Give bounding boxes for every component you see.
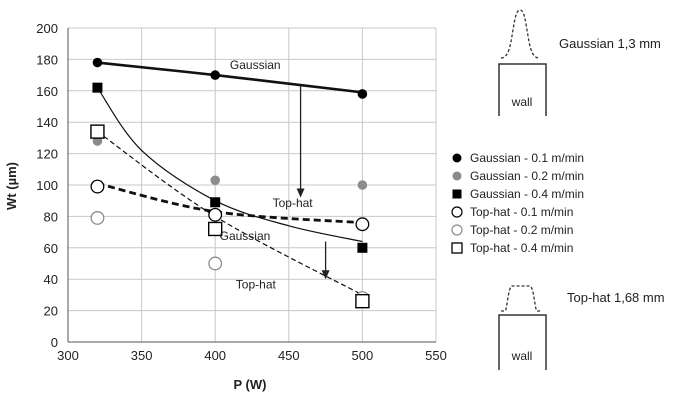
annotation-label: Top-hat (236, 278, 277, 292)
legend-item: Top-hat - 0.2 m/min (450, 221, 584, 239)
x-tick-label: 400 (204, 348, 226, 363)
point-filled-circle (92, 57, 103, 68)
legend-marker-filled-square (452, 189, 462, 199)
point-filled-square (210, 197, 221, 208)
tophat-wall (498, 314, 547, 370)
arrows (296, 86, 330, 280)
tophat-beam-curve (501, 285, 541, 312)
legend-item: Top-hat - 0.4 m/min (450, 239, 584, 257)
gaussian-profile-diagram: wall (498, 9, 547, 116)
y-tick-label: 180 (36, 52, 58, 67)
point-open-circle (355, 217, 370, 232)
y-tick-label: 40 (44, 272, 58, 287)
legend-item: Gaussian - 0.2 m/min (450, 167, 584, 185)
point-filled-circle (357, 180, 368, 190)
legend-marker-filled-circle (452, 153, 462, 163)
gaussian-profile-label: Gaussian 1,3 mm (559, 36, 661, 51)
x-tick-label: 500 (352, 348, 374, 363)
y-tick-label: 160 (36, 84, 58, 99)
point-open-circle (208, 256, 223, 271)
point-filled-circle (357, 89, 368, 99)
annotations: Gaussian Top-hat Gaussian Top-hat (220, 58, 314, 292)
legend-label: Gaussian - 0.4 m/min (470, 187, 585, 201)
gaussian-beam-curve (500, 9, 540, 59)
annotation-arrow-head (296, 188, 305, 198)
x-tick-label: 300 (57, 348, 79, 363)
data-points (90, 57, 370, 309)
y-tick-label: 0 (51, 335, 58, 350)
legend-item: Gaussian - 0.4 m/min (450, 185, 584, 203)
point-filled-square (357, 242, 368, 253)
legend-item: Top-hat - 0.1 m/min (450, 203, 584, 221)
annotation-label: Gaussian (230, 58, 281, 72)
point-open-circle (90, 179, 105, 194)
y-tick-label: 200 (36, 21, 58, 36)
legend-marker-open-circle (451, 224, 463, 236)
point-filled-circle (210, 70, 220, 80)
point-open-square (207, 221, 223, 237)
legend-marker-open-square (451, 242, 463, 254)
legend-marker-filled-circle (452, 171, 462, 181)
legend-label: Top-hat - 0.2 m/min (470, 223, 574, 237)
point-filled-circle (210, 175, 220, 186)
legend-item: Gaussian - 0.1 m/min (450, 149, 584, 167)
y-tick-label: 140 (36, 115, 58, 130)
point-open-square (355, 293, 370, 309)
tophat-profile-diagram: wall (498, 285, 547, 370)
y-tick-label: 60 (44, 241, 58, 256)
legend-label: Gaussian - 0.2 m/min (470, 169, 585, 183)
y-axis-label: Wt (µm) (4, 162, 19, 210)
x-tick-label: 350 (131, 348, 153, 363)
gaussian-wall-label: wall (511, 95, 533, 109)
legend: Gaussian - 0.1 m/min Gaussian - 0.2 m/min… (450, 149, 584, 257)
legend-marker-open-circle (451, 206, 463, 218)
point-open-circle (208, 207, 223, 222)
annotation-label: Gaussian (220, 229, 271, 243)
annotation-label: Top-hat (273, 196, 314, 210)
ticks: 0 20 40 60 80 100 120 140 160 180 200 300 350 400 450 5… (36, 21, 447, 363)
y-tick-label: 20 (44, 304, 58, 319)
tophat-wall-label: wall (511, 349, 533, 363)
y-tick-label: 100 (36, 178, 58, 193)
point-filled-square (92, 82, 103, 93)
x-tick-label: 550 (425, 348, 447, 363)
y-tick-label: 120 (36, 147, 58, 162)
trend-lines (96, 61, 363, 296)
legend-label: Top-hat - 0.1 m/min (470, 205, 574, 219)
trend-line-thin-solid (96, 87, 363, 243)
tophat-profile-label: Top-hat 1,68 mm (567, 290, 665, 305)
point-open-circle (90, 211, 105, 225)
gaussian-wall (498, 63, 547, 116)
legend-label: Top-hat - 0.4 m/min (470, 241, 574, 255)
grid (67, 27, 437, 343)
x-tick-label: 450 (278, 348, 300, 363)
legend-label: Gaussian - 0.1 m/min (470, 151, 585, 165)
y-tick-label: 80 (44, 209, 58, 224)
x-axis-label: P (W) (234, 377, 267, 392)
point-open-square (90, 124, 105, 139)
annotation-arrow-head (321, 270, 330, 280)
